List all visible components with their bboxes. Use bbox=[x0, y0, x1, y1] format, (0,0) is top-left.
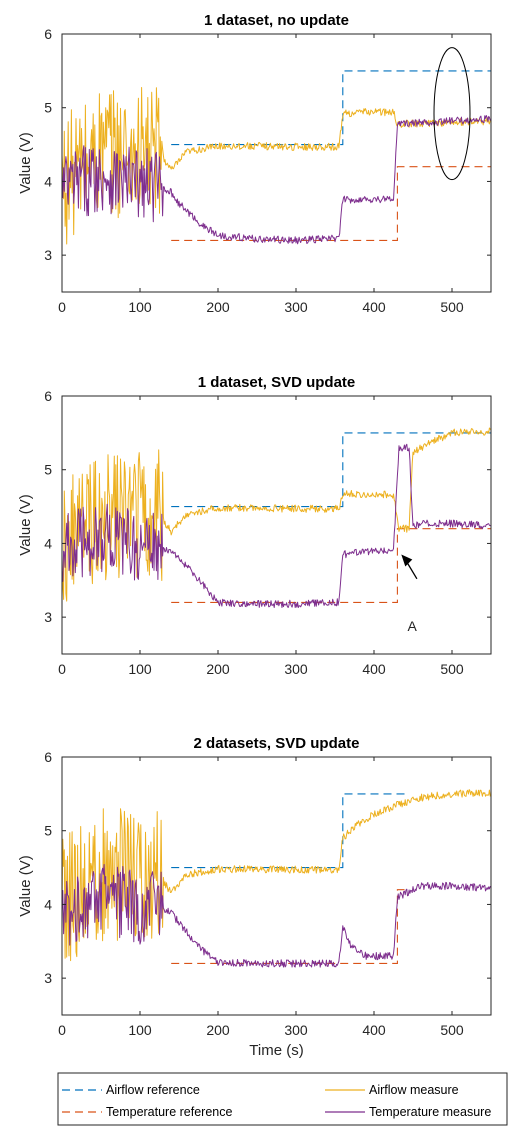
series-group bbox=[62, 789, 491, 968]
series-airflow-measure bbox=[62, 789, 491, 962]
x-tick-label: 500 bbox=[440, 299, 464, 315]
axes-box bbox=[61, 395, 492, 655]
annotation-label: A bbox=[408, 618, 418, 634]
series-airflow-measure bbox=[62, 87, 491, 245]
x-tick-label: 400 bbox=[362, 661, 386, 677]
x-tick-label: 300 bbox=[284, 299, 308, 315]
x-axis-label: Time (s) bbox=[249, 1042, 303, 1059]
series-temperature-measure bbox=[62, 864, 491, 968]
y-tick-label: 6 bbox=[44, 388, 52, 404]
y-tick-label: 3 bbox=[44, 247, 52, 263]
x-tick-label: 400 bbox=[362, 1022, 386, 1038]
x-tick-label: 200 bbox=[206, 661, 230, 677]
x-tick-label: 200 bbox=[206, 1022, 230, 1038]
series-airflow-reference bbox=[171, 70, 491, 146]
series-temperature-reference bbox=[171, 528, 491, 603]
y-axis-label: Value (V) bbox=[17, 855, 34, 916]
y-tick-label: 3 bbox=[44, 970, 52, 986]
y-tick-label: 4 bbox=[44, 173, 52, 189]
y-tick-label: 5 bbox=[44, 823, 52, 839]
x-tick-label: 500 bbox=[440, 661, 464, 677]
series-airflow-measure bbox=[62, 427, 491, 602]
y-axis-label: Value (V) bbox=[17, 132, 34, 193]
y-axis-label: Value (V) bbox=[17, 494, 34, 555]
x-tick-label: 0 bbox=[58, 1022, 66, 1038]
legend-box bbox=[57, 1072, 508, 1126]
x-tick-label: 400 bbox=[362, 299, 386, 315]
y-tick-label: 5 bbox=[44, 462, 52, 478]
x-tick-label: 0 bbox=[58, 299, 66, 315]
x-tick-label: 300 bbox=[284, 1022, 308, 1038]
y-tick-label: 5 bbox=[44, 100, 52, 116]
x-tick-label: 300 bbox=[284, 661, 308, 677]
x-tick-label: 100 bbox=[128, 661, 152, 677]
chart-title: 1 dataset, no update bbox=[204, 12, 349, 29]
x-tick-label: 100 bbox=[128, 299, 152, 315]
chart-panel-2: 0 100 200 300 400 500 3 4 5 6 1 dataset, SVD updat… bbox=[17, 374, 492, 677]
chart-title: 2 datasets, SVD update bbox=[194, 735, 360, 752]
series-group bbox=[62, 427, 491, 608]
series-group bbox=[62, 70, 491, 245]
annotation-arrowhead bbox=[401, 554, 413, 567]
y-tick-label: 3 bbox=[44, 609, 52, 625]
legend-entry-temperature-reference: Temperature reference bbox=[106, 1105, 233, 1119]
chart-panel-3: 0 100 200 300 400 500 3 4 5 6 2 datasets, SVD upda… bbox=[17, 735, 492, 1059]
legend-entry-airflow-measure: Airflow measure bbox=[369, 1083, 459, 1097]
axes-box bbox=[61, 33, 492, 293]
x-tick-label: 500 bbox=[440, 1022, 464, 1038]
series-temperature-measure bbox=[62, 115, 491, 245]
x-tick-label: 0 bbox=[58, 661, 66, 677]
y-tick-label: 6 bbox=[44, 749, 52, 765]
chart-title: 1 dataset, SVD update bbox=[198, 374, 356, 391]
x-tick-label: 200 bbox=[206, 299, 230, 315]
plot-area bbox=[62, 34, 491, 292]
y-tick-label: 6 bbox=[44, 26, 52, 42]
chart-panel-1: 0 100 200 300 400 500 3 4 5 6 1 dataset, no update… bbox=[17, 12, 492, 315]
legend-entry-airflow-reference: Airflow reference bbox=[106, 1083, 200, 1097]
series-temperature-reference bbox=[171, 889, 406, 964]
legend-entry-temperature-measure: Temperature measure bbox=[369, 1105, 491, 1119]
axes-box bbox=[61, 756, 492, 1016]
y-tick-label: 4 bbox=[44, 535, 52, 551]
y-tick-label: 4 bbox=[44, 896, 52, 912]
legend: Airflow reference Airflow measure Temperat… bbox=[57, 1072, 508, 1126]
series-temperature-reference bbox=[171, 166, 491, 241]
x-tick-label: 100 bbox=[128, 1022, 152, 1038]
annotation-ellipse bbox=[433, 47, 471, 181]
series-temperature-measure bbox=[62, 443, 491, 608]
